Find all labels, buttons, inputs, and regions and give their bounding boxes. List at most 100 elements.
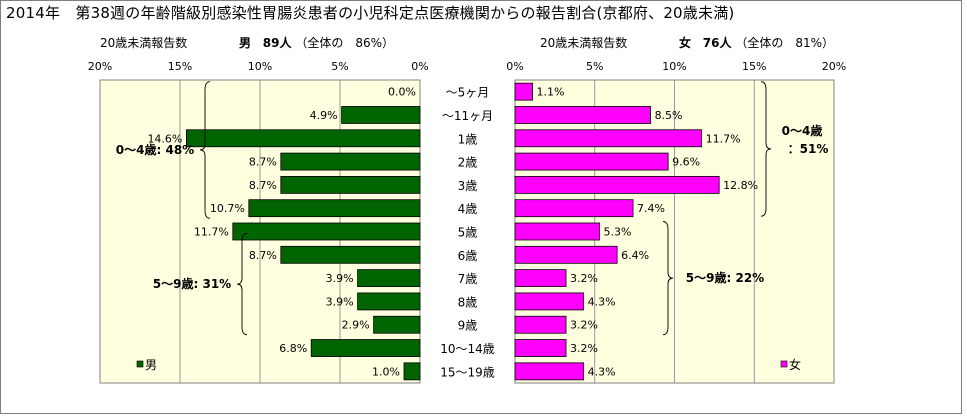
chart-title: 2014年 第38週の年齢階級別感染性胃腸炎患者の小児科定点医療機関からの報告割… xyxy=(6,4,735,22)
female-bar xyxy=(514,129,703,148)
female-bar-label: 3.2% xyxy=(570,272,598,285)
female-bar-label: 4.3% xyxy=(588,365,616,378)
male-bar-label: 8.7% xyxy=(249,179,277,192)
female-bar-label: 4.3% xyxy=(588,295,616,308)
female-bar xyxy=(514,245,618,264)
right-header-sex: 女 xyxy=(678,36,691,50)
age-category-label: 4歳 xyxy=(458,202,478,216)
right-tick-label: 20% xyxy=(822,60,846,73)
left-tick-label: 0% xyxy=(411,60,428,73)
age-category-label: ～5ヶ月 xyxy=(446,86,490,100)
female-bar xyxy=(514,152,669,171)
male-bar xyxy=(280,175,421,194)
age-category-label: ～11ヶ月 xyxy=(442,109,493,123)
right-tick-label: 10% xyxy=(662,60,686,73)
male-0-4-brace xyxy=(199,81,211,219)
female-bar xyxy=(514,175,720,194)
male-bar xyxy=(403,362,421,381)
left-header-count: 89人 xyxy=(262,36,292,50)
male-legend-swatch xyxy=(136,360,144,368)
male-bar xyxy=(357,292,421,311)
female-bar-label: 6.4% xyxy=(621,249,649,262)
female-bar xyxy=(514,106,651,124)
male-bar xyxy=(280,245,421,264)
male-bar-label: 1.0% xyxy=(372,365,400,378)
right-header-count: 76人 xyxy=(702,36,732,50)
female-bar xyxy=(514,292,584,311)
male-5-9-brace xyxy=(236,233,248,336)
right-tick-label: 0% xyxy=(506,60,523,73)
age-category-label: 10～14歳 xyxy=(440,342,495,356)
age-category-label: 9歳 xyxy=(458,319,478,333)
male-bar xyxy=(357,269,421,288)
male-legend-label: 男 xyxy=(145,358,157,372)
female-bar-label: 11.7% xyxy=(706,132,741,145)
female-bar xyxy=(514,222,600,241)
age-category-label: 5歳 xyxy=(458,226,478,240)
female-5-9-annotation: 5～9歳: 22% xyxy=(686,270,764,285)
female-bar xyxy=(514,199,634,218)
female-bar xyxy=(514,269,567,288)
female-bar-label: 3.2% xyxy=(570,342,598,355)
right-tick-label: 15% xyxy=(742,60,766,73)
right-header: 20歳未満報告数 女 76人 （全体の 81%） xyxy=(540,34,834,51)
age-category-label: 3歳 xyxy=(458,179,478,193)
left-tick-label: 15% xyxy=(168,60,192,73)
left-tick-label: 5% xyxy=(331,60,348,73)
male-bar-label: 0.0% xyxy=(388,86,416,99)
male-bar-label: 4.9% xyxy=(310,109,338,122)
female-legend-label: 女 xyxy=(789,357,801,372)
male-bar xyxy=(185,129,421,148)
male-bar-label: 14.6% xyxy=(147,132,182,145)
male-5-9-annotation: 5～9歳: 31% xyxy=(153,276,231,291)
female-0-4-annotation-line2: ：51% xyxy=(788,142,829,156)
male-0-4-annotation: 0～4歳: 48% xyxy=(116,142,194,157)
female-legend-swatch xyxy=(780,360,788,368)
male-bar-label: 6.8% xyxy=(279,342,307,355)
left-header-ratio: （全体の 86%） xyxy=(295,36,394,50)
female-bar-label: 1.1% xyxy=(537,86,565,99)
age-category-label: 8歳 xyxy=(458,295,478,309)
male-bar xyxy=(310,339,421,357)
female-bar xyxy=(514,82,533,101)
left-tick-label: 20% xyxy=(88,60,112,73)
female-bar xyxy=(514,362,584,381)
age-category-label: 1歳 xyxy=(458,132,478,146)
right-header-label: 20歳未満報告数 xyxy=(540,36,628,50)
female-0-4-brace xyxy=(760,81,772,217)
female-5-9-brace xyxy=(662,221,674,336)
right-tick-label: 5% xyxy=(586,60,603,73)
female-bar xyxy=(514,339,567,357)
female-bar-label: 12.8% xyxy=(723,179,758,192)
male-bar xyxy=(373,315,421,334)
age-category-label: 7歳 xyxy=(458,272,478,286)
male-bar xyxy=(341,106,421,124)
male-bar xyxy=(280,152,421,171)
left-tick-label: 10% xyxy=(248,60,272,73)
right-header-ratio: （全体の 81%） xyxy=(735,36,834,50)
male-bar-label: 2.9% xyxy=(342,319,370,332)
age-category-label: 2歳 xyxy=(458,156,478,170)
female-bar-label: 7.4% xyxy=(637,202,665,215)
male-bar-label: 3.9% xyxy=(326,295,354,308)
female-bar xyxy=(514,315,567,334)
age-category-label: 6歳 xyxy=(458,249,478,263)
left-header-label: 20歳未満報告数 xyxy=(100,36,188,50)
male-bar-label: 11.7% xyxy=(194,226,229,239)
female-0-4-annotation-line1: 0～4歳 xyxy=(782,123,823,138)
male-bar-label: 3.9% xyxy=(326,272,354,285)
age-category-label: 15～19歳 xyxy=(440,365,495,379)
male-bar xyxy=(232,222,421,241)
left-header: 20歳未満報告数 男 89人 （全体の 86%） xyxy=(100,34,394,51)
male-bar xyxy=(248,199,421,218)
female-bar-label: 5.3% xyxy=(604,226,632,239)
female-bar-label: 3.2% xyxy=(570,319,598,332)
male-bar-label: 8.7% xyxy=(249,249,277,262)
male-bar-label: 10.7% xyxy=(210,202,245,215)
left-header-sex: 男 xyxy=(238,36,251,50)
female-bar-label: 9.6% xyxy=(672,156,700,169)
male-bar-label: 8.7% xyxy=(249,156,277,169)
female-bar-label: 8.5% xyxy=(655,109,683,122)
